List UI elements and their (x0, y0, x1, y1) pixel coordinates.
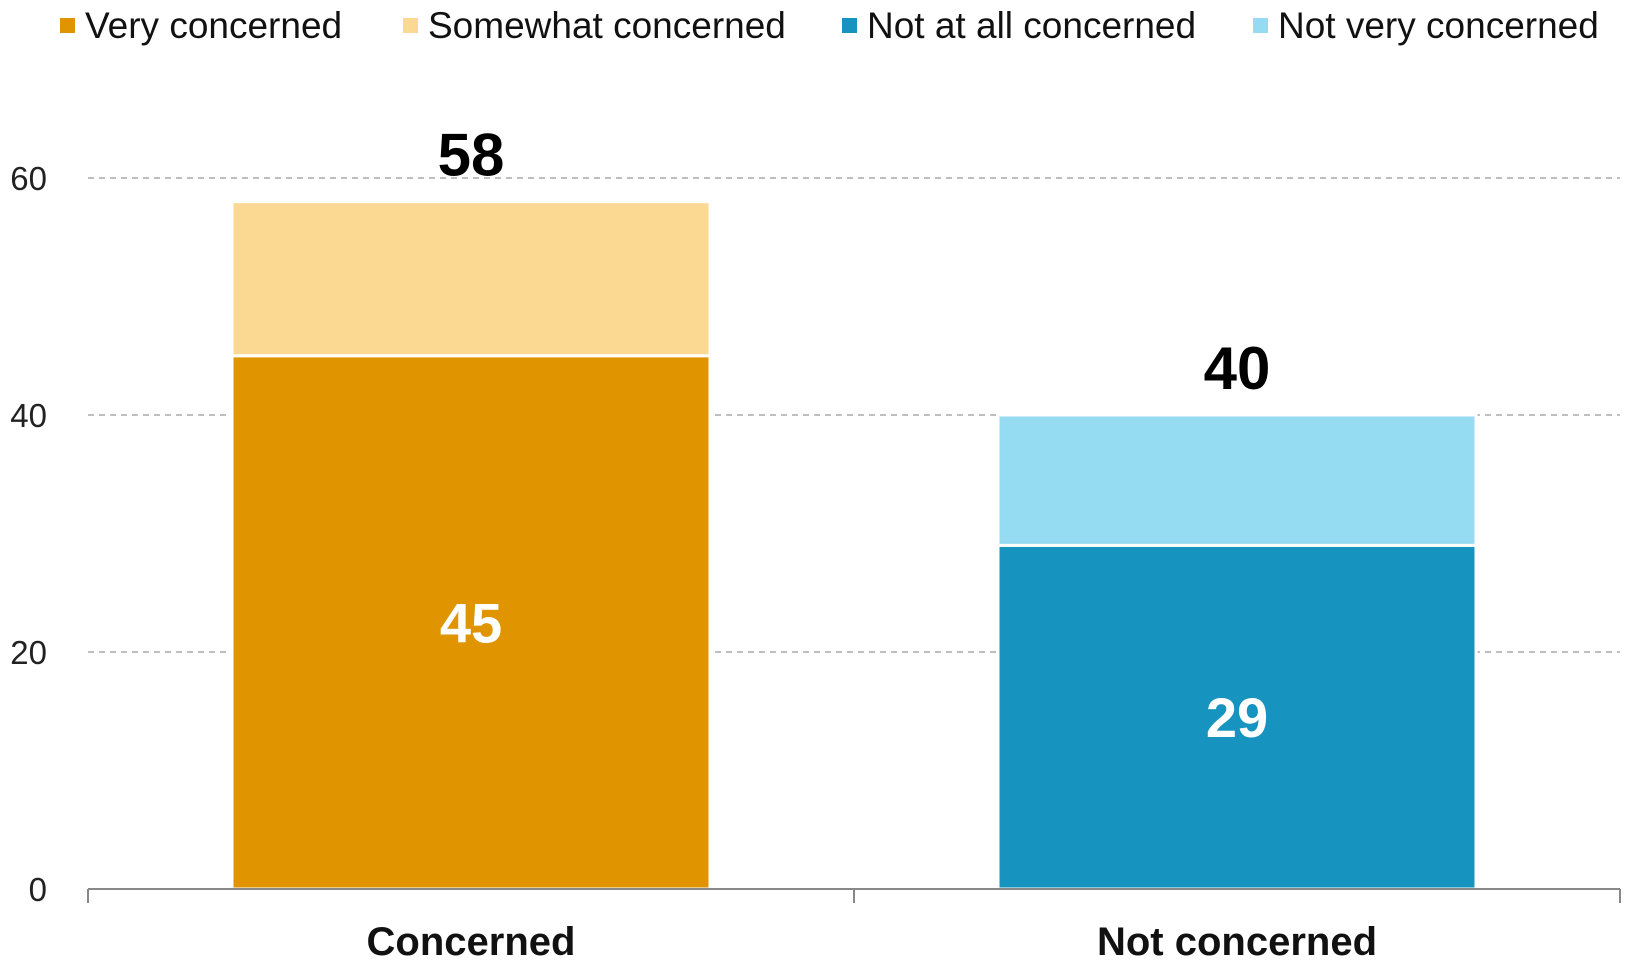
x-axis: Concerned Not concerned (87, 888, 1621, 964)
y-tick-label: 40 (10, 397, 47, 434)
x-category-label: Not concerned (1097, 920, 1377, 964)
legend-swatch (403, 18, 418, 33)
legend-swatch (1253, 18, 1268, 33)
segment-data-label: 45 (440, 591, 502, 654)
bar-total-label: 58 (438, 122, 505, 189)
legend-label: Not at all concerned (867, 5, 1196, 46)
legend-swatch (60, 18, 75, 33)
legend-label: Very concerned (85, 5, 342, 46)
legend-label: Somewhat concerned (428, 5, 786, 46)
bars: 45 58 29 40 (230, 122, 1478, 891)
legend-label: Not very concerned (1278, 5, 1599, 46)
x-category-label: Concerned (367, 920, 576, 964)
y-tick-label: 60 (10, 160, 47, 197)
y-tick-label: 0 (29, 871, 47, 908)
y-axis: 0 20 40 60 (10, 160, 47, 908)
legend-swatch (842, 18, 857, 33)
segment-data-label: 29 (1206, 686, 1268, 749)
bar-segment (230, 354, 712, 891)
bar-total-label: 40 (1204, 335, 1271, 402)
bar-segment (230, 200, 712, 358)
y-tick-label: 20 (10, 634, 47, 671)
bar-segment (996, 413, 1478, 547)
legend: Very concerned Somewhat concerned Not at a… (60, 5, 1599, 46)
